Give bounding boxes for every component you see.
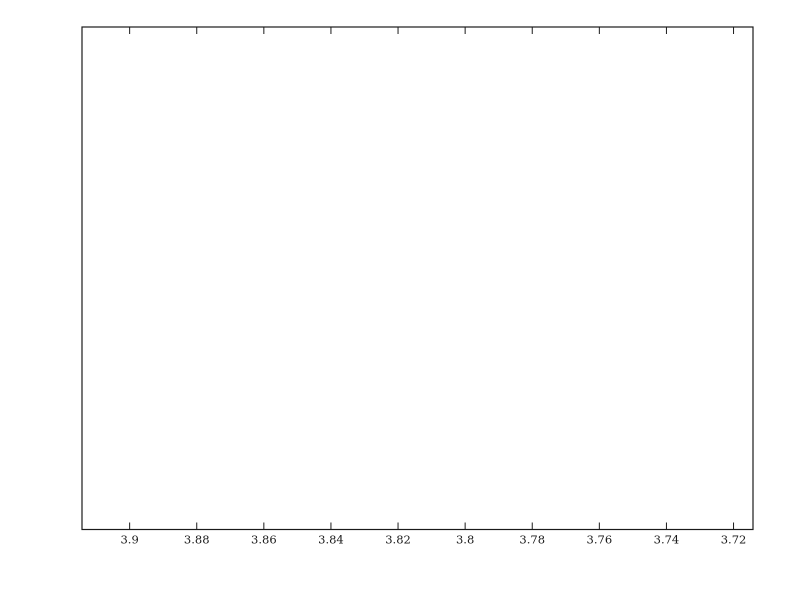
x-tick-label: 3.84 [318, 533, 344, 547]
x-tick-label: 3.76 [587, 533, 613, 547]
plot-frame [81, 26, 754, 531]
x-tick-label: 3.8 [456, 533, 474, 547]
x-tick-label: 3.74 [654, 533, 680, 547]
axis-ticks [129, 27, 735, 530]
x-tick-label: 3.88 [184, 533, 210, 547]
axis-tick-labels: 3.9 3.88 3.86 3.84 3.82 3.8 3.78 3.76 3.74 3.72 [120, 533, 746, 547]
x-tick-label: 3.86 [251, 533, 277, 547]
x-tick-label: 3.72 [721, 533, 747, 547]
x-tick-label: 3.78 [519, 533, 545, 547]
x-tick-label: 3.9 [120, 533, 138, 547]
x-tick-label: 3.82 [385, 533, 411, 547]
plot-border [81, 26, 754, 531]
